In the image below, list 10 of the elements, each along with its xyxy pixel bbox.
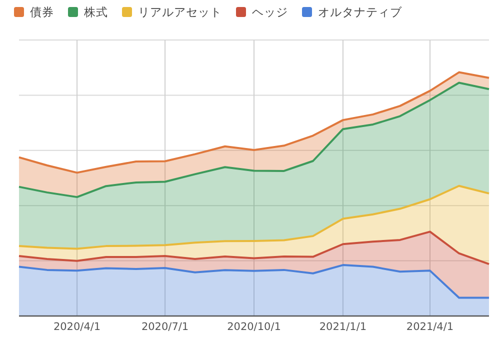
legend-label: リアルアセット xyxy=(138,5,222,19)
legend-label: ヘッジ xyxy=(252,5,288,19)
x-tick-label: 2021/1/1 xyxy=(319,321,367,333)
legend-label: 債券 xyxy=(30,5,54,19)
x-tick-label: 2020/7/1 xyxy=(141,321,189,333)
x-tick-label: 2020/10/1 xyxy=(227,321,281,333)
x-tick-label: 2021/4/1 xyxy=(406,321,454,333)
legend-label: 株式 xyxy=(83,5,108,19)
legend-label: オルタナティブ xyxy=(318,5,403,19)
x-tick-label: 2020/4/1 xyxy=(53,321,101,333)
